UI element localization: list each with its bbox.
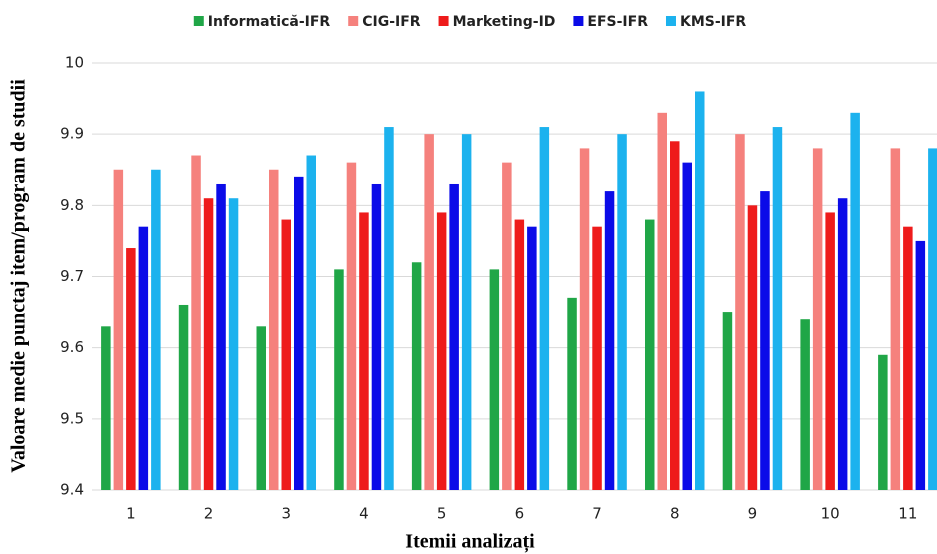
bar	[502, 162, 512, 490]
y-tick-label: 9.5	[60, 409, 84, 427]
bar	[592, 226, 602, 490]
bar	[800, 319, 810, 490]
bar	[567, 297, 577, 490]
bar	[604, 191, 615, 490]
x-tick-label: 8	[670, 505, 680, 523]
x-tick-label: 2	[204, 505, 214, 523]
bar	[682, 162, 692, 490]
bar	[722, 312, 733, 490]
bar	[825, 212, 835, 490]
legend-label: EFS-IFR	[587, 14, 648, 30]
bar	[514, 219, 525, 491]
bar	[645, 219, 655, 491]
bar	[294, 176, 304, 490]
bar	[747, 205, 758, 491]
bar	[695, 91, 705, 490]
bar	[411, 262, 422, 490]
bar	[346, 162, 357, 490]
bar	[772, 127, 783, 491]
legend-label: Marketing-ID	[453, 14, 556, 30]
x-tick-label: 11	[898, 505, 917, 523]
bar	[527, 226, 537, 490]
bar	[735, 134, 745, 490]
bar	[126, 248, 136, 490]
bar	[101, 326, 111, 490]
bar	[151, 169, 161, 490]
bar	[903, 226, 913, 490]
bar	[579, 148, 590, 490]
bar	[850, 112, 860, 491]
legend-swatch	[665, 16, 676, 26]
bar	[256, 326, 266, 490]
legend-swatch	[438, 16, 449, 26]
bar	[334, 269, 344, 490]
x-tick-label: 3	[281, 505, 291, 523]
bar	[837, 198, 848, 490]
x-tick-label: 1	[126, 505, 136, 523]
x-tick-label: 5	[437, 505, 447, 523]
x-tick-label: 9	[748, 505, 758, 523]
bar	[928, 148, 937, 490]
bar	[489, 269, 500, 490]
bar	[670, 141, 680, 491]
legend-label: CIG-IFR	[362, 14, 421, 30]
bar	[657, 112, 667, 491]
bar	[812, 148, 823, 490]
x-tick-label: 4	[359, 505, 369, 523]
bar	[191, 155, 201, 490]
y-axis-label: Valoare medie punctaj item/program de st…	[8, 79, 30, 473]
bar	[539, 127, 550, 491]
bar	[760, 191, 770, 490]
bar	[384, 127, 394, 491]
bar	[890, 148, 901, 490]
x-axis-label: Itemii analizați	[405, 531, 535, 554]
legend-swatch	[193, 16, 204, 26]
y-tick-label: 9.7	[60, 267, 84, 285]
y-tick-label: 9.9	[60, 125, 84, 143]
bar	[113, 169, 124, 490]
y-tick-label: 10	[65, 54, 84, 72]
legend-label: Informatică-IFR	[208, 14, 331, 30]
bar	[424, 134, 434, 490]
legend-swatch	[573, 16, 584, 26]
y-tick-label: 9.4	[60, 481, 84, 499]
y-tick-label: 9.6	[60, 338, 84, 356]
legend-label: KMS-IFR	[680, 14, 746, 30]
bar	[138, 226, 149, 490]
bar	[449, 183, 459, 490]
bar	[371, 183, 382, 490]
bar	[269, 169, 279, 490]
bar	[203, 198, 214, 490]
y-tick-label: 9.8	[60, 196, 84, 214]
bar	[306, 155, 316, 490]
bar	[878, 354, 888, 490]
bar	[617, 134, 627, 490]
bar	[436, 212, 447, 490]
bar	[228, 198, 239, 490]
bar	[461, 134, 472, 490]
bar	[281, 219, 291, 491]
bar	[915, 240, 926, 490]
x-tick-label: 6	[515, 505, 525, 523]
bar	[359, 212, 369, 490]
bar	[216, 183, 226, 490]
bar	[178, 304, 189, 490]
legend-swatch	[348, 16, 359, 26]
x-tick-label: 7	[592, 505, 602, 523]
x-tick-label: 10	[821, 505, 840, 523]
